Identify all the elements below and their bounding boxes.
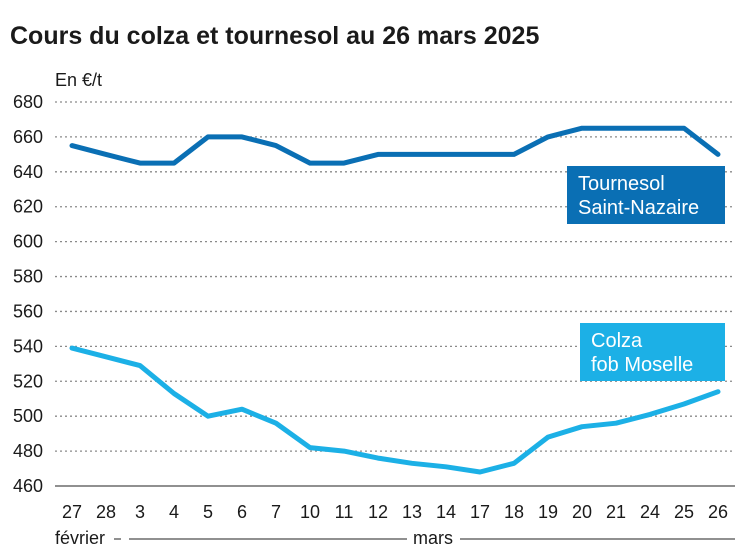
- y-tick-label: 540: [13, 336, 43, 356]
- series-line-colza: [69, 345, 721, 475]
- x-tick-label: 19: [538, 502, 558, 522]
- gridlines: [55, 101, 735, 487]
- x-tick-label: 18: [504, 502, 524, 522]
- x-tick-label: 3: [135, 502, 145, 522]
- x-tick-label: 20: [572, 502, 592, 522]
- month-axis: février mars: [55, 528, 735, 548]
- x-tick-label: 28: [96, 502, 116, 522]
- x-tick-label: 14: [436, 502, 456, 522]
- series-label-text: Tournesol: [578, 173, 665, 195]
- x-tick-label: 6: [237, 502, 247, 522]
- series-lines: [69, 125, 721, 475]
- series-label-box: [567, 166, 725, 224]
- y-tick-label: 640: [13, 162, 43, 182]
- y-tick-label: 500: [13, 406, 43, 426]
- x-tick-label: 21: [606, 502, 626, 522]
- x-tick-label: 10: [300, 502, 320, 522]
- y-axis-unit-label: En €/t: [55, 70, 102, 90]
- x-tick-label: 5: [203, 502, 213, 522]
- x-tick-label: 26: [708, 502, 728, 522]
- x-tick-label: 25: [674, 502, 694, 522]
- chart-title: Cours du colza et tournesol au 26 mars 2…: [10, 22, 539, 50]
- x-tick-label: 24: [640, 502, 660, 522]
- series-label-box: [580, 323, 725, 381]
- y-tick-label: 560: [13, 301, 43, 321]
- x-tick-label: 7: [271, 502, 281, 522]
- y-tick-label: 660: [13, 127, 43, 147]
- y-tick-label: 480: [13, 441, 43, 461]
- x-tick-label: 13: [402, 502, 422, 522]
- month-label-mars: mars: [413, 528, 453, 548]
- y-tick-label: 460: [13, 476, 43, 496]
- y-axis-ticks: 460 480 500 520 540 560 580 600 620 640 660 680: [13, 92, 43, 496]
- x-axis-ticks: 27 28 3 4 5 6 7 10 11 12 13 14 17 18 19 20 21 24 25 26: [62, 502, 728, 522]
- y-tick-label: 620: [13, 197, 43, 217]
- x-tick-label: 17: [470, 502, 490, 522]
- x-tick-label: 27: [62, 502, 82, 522]
- x-tick-label: 11: [335, 502, 354, 522]
- series-label-text: fob Moselle: [591, 354, 693, 376]
- series-line-tournesol: [69, 125, 721, 166]
- y-tick-label: 600: [13, 232, 43, 252]
- month-label-fevrier: février: [55, 528, 105, 548]
- x-tick-label: 12: [368, 502, 388, 522]
- series-label-text: Saint-Nazaire: [578, 197, 699, 219]
- y-tick-label: 580: [13, 267, 43, 287]
- x-tick-label: 4: [169, 502, 179, 522]
- y-tick-label: 680: [13, 92, 43, 112]
- series-label-text: Colza: [591, 330, 643, 352]
- y-tick-label: 520: [13, 371, 43, 391]
